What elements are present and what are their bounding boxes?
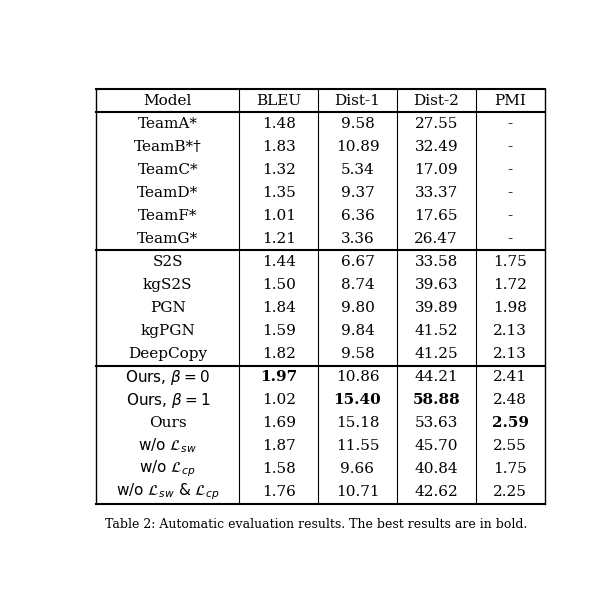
- Text: 11.55: 11.55: [336, 439, 379, 453]
- Text: 17.65: 17.65: [415, 209, 458, 223]
- Text: 6.36: 6.36: [341, 209, 375, 223]
- Text: 10.89: 10.89: [336, 140, 379, 154]
- Text: -: -: [508, 209, 513, 223]
- Text: Model: Model: [144, 94, 192, 108]
- Text: 1.83: 1.83: [262, 140, 296, 154]
- Text: 26.47: 26.47: [415, 232, 458, 246]
- Text: 1.59: 1.59: [262, 324, 296, 338]
- Text: 45.70: 45.70: [415, 439, 458, 453]
- Text: TeamC*: TeamC*: [137, 163, 198, 177]
- Text: 41.25: 41.25: [415, 347, 458, 361]
- Text: 1.01: 1.01: [262, 209, 296, 223]
- Text: 39.89: 39.89: [415, 301, 458, 315]
- Text: 1.75: 1.75: [493, 462, 527, 476]
- Text: 32.49: 32.49: [415, 140, 458, 154]
- Text: PMI: PMI: [494, 94, 526, 108]
- Text: TeamF*: TeamF*: [138, 209, 198, 223]
- Text: 10.71: 10.71: [336, 485, 379, 499]
- Text: 1.58: 1.58: [262, 462, 296, 476]
- Text: 1.87: 1.87: [262, 439, 296, 453]
- Text: 2.13: 2.13: [493, 324, 527, 338]
- Text: 15.40: 15.40: [334, 393, 381, 407]
- Text: 1.82: 1.82: [262, 347, 296, 361]
- Text: 2.13: 2.13: [493, 347, 527, 361]
- Text: -: -: [508, 140, 513, 154]
- Text: 2.41: 2.41: [493, 370, 527, 384]
- Text: 2.55: 2.55: [493, 439, 527, 453]
- Text: w/o $\mathcal{L}_{sw}$ & $\mathcal{L}_{cp}$: w/o $\mathcal{L}_{sw}$ & $\mathcal{L}_{c…: [116, 482, 219, 502]
- Text: 2.59: 2.59: [492, 416, 529, 430]
- Text: 2.25: 2.25: [493, 485, 527, 499]
- Text: S2S: S2S: [152, 255, 183, 269]
- Text: 9.66: 9.66: [341, 462, 375, 476]
- Text: 1.69: 1.69: [262, 416, 296, 430]
- Text: Ours, $\beta = 1$: Ours, $\beta = 1$: [126, 390, 210, 410]
- Text: 8.74: 8.74: [341, 278, 375, 292]
- Text: TeamD*: TeamD*: [137, 186, 198, 200]
- Text: 3.36: 3.36: [341, 232, 375, 246]
- Text: 42.62: 42.62: [415, 485, 458, 499]
- Text: 1.32: 1.32: [262, 163, 296, 177]
- Text: 1.21: 1.21: [262, 232, 296, 246]
- Text: PGN: PGN: [150, 301, 185, 315]
- Text: 41.52: 41.52: [415, 324, 458, 338]
- Text: 1.02: 1.02: [262, 393, 296, 407]
- Text: 9.84: 9.84: [341, 324, 375, 338]
- Text: TeamB*†: TeamB*†: [134, 140, 201, 154]
- Text: BLEU: BLEU: [256, 94, 301, 108]
- Text: 9.37: 9.37: [341, 186, 375, 200]
- Text: Ours, $\beta = 0$: Ours, $\beta = 0$: [126, 368, 210, 387]
- Text: 15.18: 15.18: [336, 416, 379, 430]
- Text: 40.84: 40.84: [415, 462, 458, 476]
- Text: 1.76: 1.76: [262, 485, 296, 499]
- Text: 5.34: 5.34: [341, 163, 375, 177]
- Text: -: -: [508, 186, 513, 200]
- Text: 27.55: 27.55: [415, 117, 458, 131]
- Text: 9.58: 9.58: [341, 117, 375, 131]
- Text: TeamA*: TeamA*: [138, 117, 198, 131]
- Text: 39.63: 39.63: [415, 278, 458, 292]
- Text: -: -: [508, 117, 513, 131]
- Text: -: -: [508, 232, 513, 246]
- Text: 33.37: 33.37: [415, 186, 458, 200]
- Text: Table 2: Automatic evaluation results. The best results are in bold.: Table 2: Automatic evaluation results. T…: [105, 518, 527, 531]
- Text: 33.58: 33.58: [415, 255, 458, 269]
- Text: DeepCopy: DeepCopy: [128, 347, 207, 361]
- Text: 10.86: 10.86: [336, 370, 379, 384]
- Text: 1.50: 1.50: [262, 278, 296, 292]
- Text: 6.67: 6.67: [341, 255, 375, 269]
- Text: 1.35: 1.35: [262, 186, 296, 200]
- Text: w/o $\mathcal{L}_{sw}$: w/o $\mathcal{L}_{sw}$: [139, 437, 197, 455]
- Text: 1.84: 1.84: [262, 301, 296, 315]
- Text: 53.63: 53.63: [415, 416, 458, 430]
- Text: 58.88: 58.88: [412, 393, 460, 407]
- Text: 1.97: 1.97: [260, 370, 298, 384]
- Text: 44.21: 44.21: [415, 370, 458, 384]
- Text: -: -: [508, 163, 513, 177]
- Text: w/o $\mathcal{L}_{cp}$: w/o $\mathcal{L}_{cp}$: [139, 459, 196, 480]
- Text: 1.72: 1.72: [493, 278, 527, 292]
- Text: 1.48: 1.48: [262, 117, 296, 131]
- Text: 1.75: 1.75: [493, 255, 527, 269]
- Text: Dist-1: Dist-1: [334, 94, 381, 108]
- Text: kgPGN: kgPGN: [140, 324, 195, 338]
- Text: 9.80: 9.80: [341, 301, 375, 315]
- Text: 9.58: 9.58: [341, 347, 375, 361]
- Text: Dist-2: Dist-2: [413, 94, 459, 108]
- Text: Ours: Ours: [149, 416, 187, 430]
- Text: 1.98: 1.98: [493, 301, 527, 315]
- Text: 2.48: 2.48: [493, 393, 527, 407]
- Text: 1.44: 1.44: [262, 255, 296, 269]
- Text: kgS2S: kgS2S: [143, 278, 192, 292]
- Text: TeamG*: TeamG*: [137, 232, 198, 246]
- Text: 17.09: 17.09: [415, 163, 458, 177]
